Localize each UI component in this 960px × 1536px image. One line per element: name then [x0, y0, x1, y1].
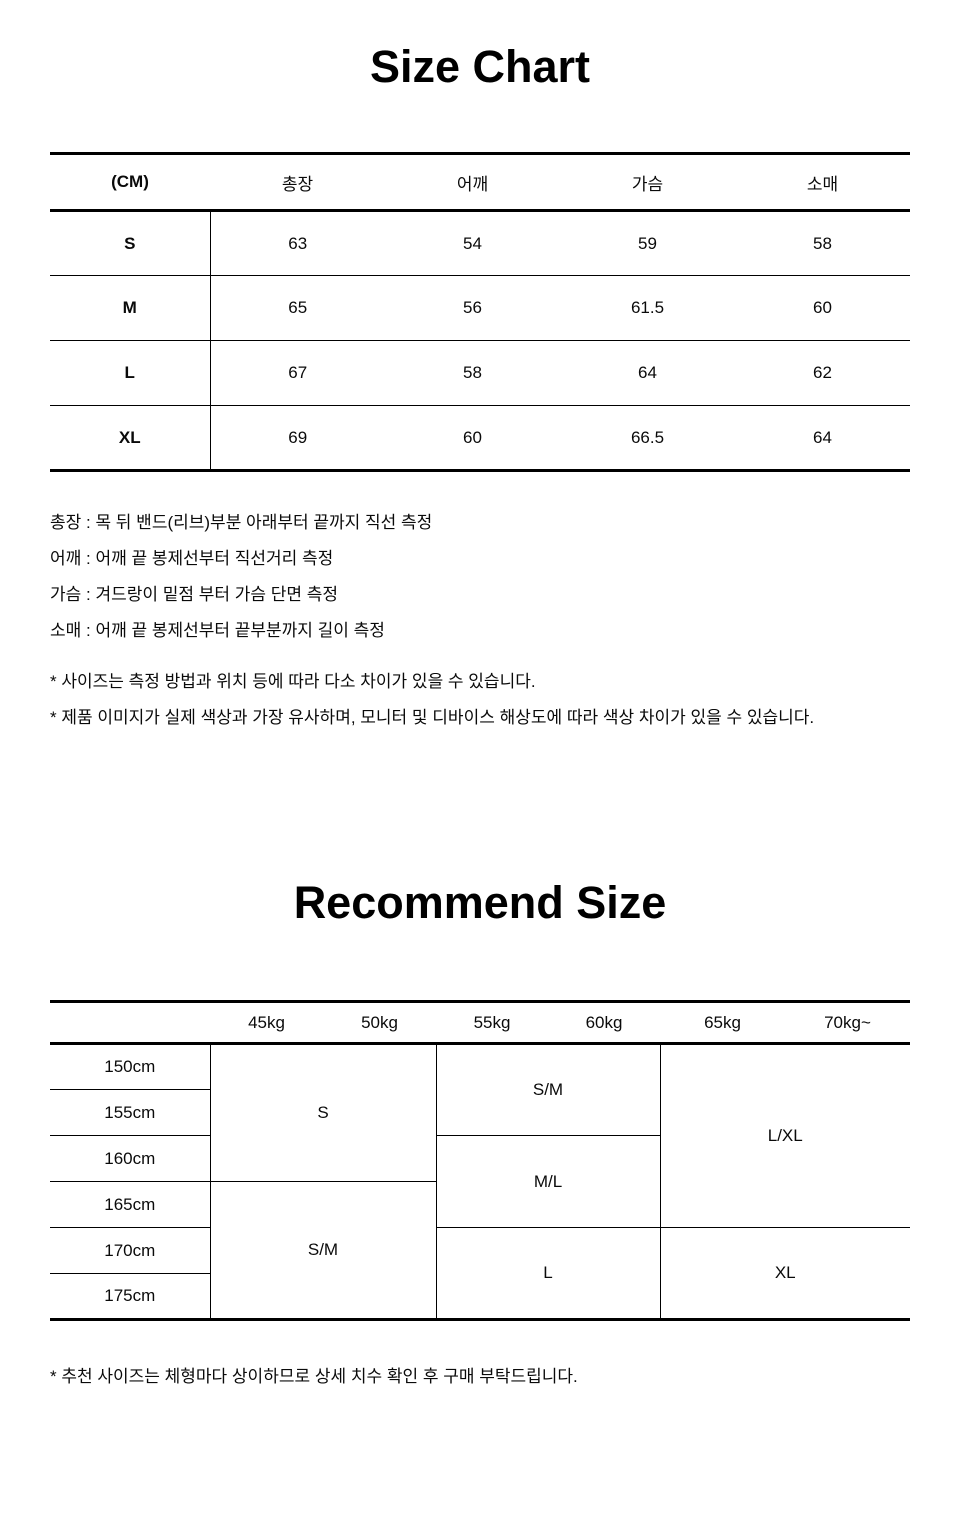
size-guide-page: Size Chart (CM) 총장 어깨 가슴 소매 S 63 54 59 5… [50, 41, 910, 1386]
note-total-length: 총장 : 목 뒤 밴드(리브)부분 아래부터 끝까지 직선 측정 [50, 513, 433, 532]
measurement-value: 63 [210, 210, 385, 276]
size-label: L [50, 340, 211, 406]
height-row-175: 175cm [50, 1273, 910, 1320]
column-header-sleeve: 소매 [735, 153, 910, 212]
height-label: 155cm [50, 1089, 211, 1136]
recommend-cell-sm-tall: S/M [210, 1181, 437, 1320]
size-disclaimers: * 사이즈는 측정 방법과 위치 등에 따라 다소 차이가 있을 수 있습니다.… [50, 664, 910, 736]
weight-header: 50kg [323, 1001, 436, 1045]
measurement-value: 64 [560, 340, 735, 406]
measurement-value: 69 [210, 405, 385, 471]
size-chart-title: Size Chart [369, 41, 591, 92]
measurement-value: 65 [210, 275, 385, 341]
height-row-165: 165cm S/M [50, 1181, 910, 1320]
height-label: 175cm [50, 1273, 211, 1320]
measurement-value: 62 [735, 340, 910, 406]
recommend-cell-s: S [210, 1043, 437, 1182]
height-row-160: 160cm M/L [50, 1135, 910, 1228]
height-row-170: 170cm L XL [50, 1227, 910, 1320]
measurement-notes: 총장 : 목 뒤 밴드(리브)부분 아래부터 끝까지 직선 측정 어깨 : 어깨… [50, 505, 910, 649]
measurement-value: 64 [735, 405, 910, 471]
size-table-header-row: (CM) 총장 어깨 가슴 소매 [50, 153, 910, 212]
column-header-chest: 가슴 [560, 153, 735, 212]
size-label: S [50, 210, 211, 276]
recommend-cell-l: L [436, 1227, 661, 1320]
weight-header: 70kg~ [785, 1001, 910, 1045]
height-label: 160cm [50, 1135, 211, 1182]
measurement-value: 67 [210, 340, 385, 406]
weight-header: 45kg [210, 1001, 323, 1045]
recommend-size-table: 45kg 50kg 55kg 60kg 65kg 70kg~ 150cm S S… [50, 1000, 910, 1321]
size-chart-table: (CM) 총장 어깨 가슴 소매 S 63 54 59 58 M 65 56 6… [50, 152, 910, 472]
size-row-xl: XL 69 60 66.5 64 [50, 405, 910, 471]
column-header-shoulder: 어깨 [385, 153, 560, 212]
measurement-value: 58 [735, 210, 910, 276]
measurement-value: 66.5 [560, 405, 735, 471]
note-sleeve: 소매 : 어깨 끝 봉제선부터 끝부분까지 길이 측정 [50, 621, 385, 640]
size-label: XL [50, 405, 211, 471]
size-row-s: S 63 54 59 58 [50, 210, 910, 276]
note-shoulder: 어깨 : 어깨 끝 봉제선부터 직선거리 측정 [50, 549, 334, 568]
measurement-value: 58 [385, 340, 560, 406]
weight-header: 60kg [548, 1001, 660, 1045]
measurement-value: 60 [735, 275, 910, 341]
recommend-size-title: Recommend Size [293, 877, 667, 928]
weight-header: 55kg [436, 1001, 548, 1045]
recommend-header-row: 45kg 50kg 55kg 60kg 65kg 70kg~ [50, 1001, 910, 1045]
disclaimer-color-difference: * 제품 이미지가 실제 색상과 가장 유사하며, 모니터 및 디바이스 해상도… [50, 708, 815, 727]
recommend-note: * 추천 사이즈는 체형마다 상이하므로 상세 치수 확인 후 구매 부탁드립니… [50, 1367, 578, 1386]
weight-header: 65kg [660, 1001, 785, 1045]
empty-corner-cell [50, 1001, 210, 1045]
column-header-total-length: 총장 [210, 153, 385, 212]
height-label: 150cm [50, 1043, 211, 1090]
measurement-value: 60 [385, 405, 560, 471]
recommend-cell-lxl: L/XL [660, 1043, 910, 1228]
height-row-150: 150cm S S/M L/XL [50, 1043, 910, 1228]
height-label: 170cm [50, 1227, 211, 1274]
recommend-cell-xl: XL [660, 1227, 910, 1320]
size-row-m: M 65 56 61.5 60 [50, 275, 910, 341]
unit-header: (CM) [50, 153, 210, 212]
disclaimer-size-tolerance: * 사이즈는 측정 방법과 위치 등에 따라 다소 차이가 있을 수 있습니다. [50, 672, 536, 691]
size-row-l: L 67 58 64 62 [50, 340, 910, 406]
measurement-value: 54 [385, 210, 560, 276]
height-label: 165cm [50, 1181, 211, 1228]
size-label: M [50, 275, 211, 341]
recommend-cell-sm: S/M [436, 1043, 661, 1136]
note-chest: 가슴 : 겨드랑이 밑점 부터 가슴 단면 측정 [50, 585, 339, 604]
measurement-value: 59 [560, 210, 735, 276]
measurement-value: 56 [385, 275, 560, 341]
measurement-value: 61.5 [560, 275, 735, 341]
height-row-155: 155cm [50, 1089, 910, 1136]
recommend-cell-ml: M/L [436, 1135, 661, 1228]
